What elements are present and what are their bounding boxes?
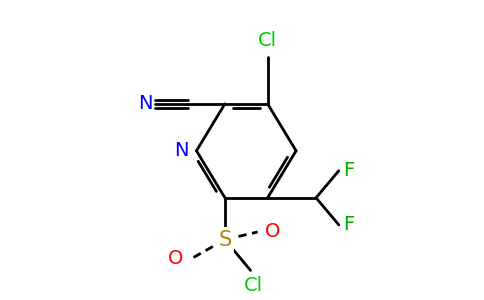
Text: S: S xyxy=(218,230,231,250)
Text: Cl: Cl xyxy=(244,276,263,295)
Text: N: N xyxy=(138,94,152,113)
Text: O: O xyxy=(168,250,183,268)
Text: O: O xyxy=(265,222,280,242)
Text: N: N xyxy=(174,141,188,160)
Text: F: F xyxy=(343,161,354,180)
Text: F: F xyxy=(343,215,354,234)
Text: Cl: Cl xyxy=(258,31,277,50)
